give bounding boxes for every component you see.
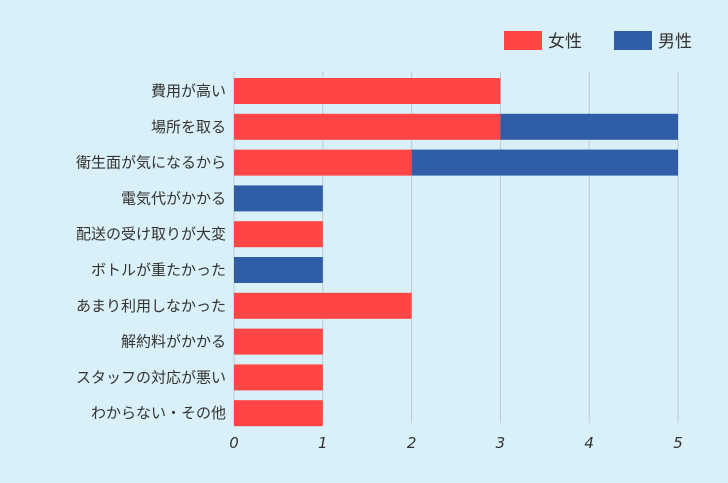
- legend-item: 女性: [504, 31, 582, 52]
- category-label: 解約料がかかる: [121, 333, 226, 351]
- x-tick-label: 5: [673, 434, 683, 452]
- x-tick-label: 4: [584, 434, 594, 452]
- category-label: 配送の受け取りが大変: [76, 225, 226, 243]
- bar-segment: [234, 328, 323, 355]
- bar-segment: [234, 149, 412, 176]
- bar-segment: [234, 292, 412, 319]
- x-axis-ticks: 0 1 2 3 4 5: [229, 434, 683, 452]
- bar-segment: [234, 257, 323, 283]
- category-label: ボトルが重たかった: [91, 261, 226, 279]
- bar-segment: [234, 221, 323, 248]
- legend-swatch: [504, 31, 542, 50]
- category-label: 衛生面が気になるから: [76, 154, 226, 172]
- x-tick-label: 2: [407, 434, 417, 452]
- category-label: 費用が高い: [151, 82, 226, 100]
- legend-item: 男性: [614, 31, 692, 52]
- bar-segment: [411, 149, 678, 176]
- bar-segment: [234, 400, 323, 427]
- legend: 女性 男性: [504, 31, 692, 52]
- category-labels: 費用が高い場所を取る衛生面が気になるから電気代がかかる配送の受け取りが大変ボトル…: [76, 82, 226, 422]
- bar-segment: [234, 364, 323, 391]
- bar-segment: [234, 78, 501, 104]
- x-tick-label: 0: [229, 434, 239, 452]
- category-label: わからない・その他: [91, 404, 226, 422]
- bar-segment: [234, 185, 323, 212]
- category-label: スタッフの対応が悪い: [76, 368, 226, 386]
- category-label: あまり利用しなかった: [76, 297, 226, 315]
- x-tick-label: 1: [318, 434, 328, 452]
- bars: [234, 78, 678, 427]
- legend-label: 男性: [658, 32, 692, 52]
- category-label: 電気代がかかる: [121, 189, 226, 207]
- bar-segment: [500, 113, 678, 140]
- x-tick-label: 3: [496, 434, 506, 452]
- legend-label: 女性: [548, 32, 582, 52]
- category-label: 場所を取る: [151, 118, 226, 136]
- bar-segment: [234, 113, 501, 140]
- legend-swatch: [614, 31, 652, 50]
